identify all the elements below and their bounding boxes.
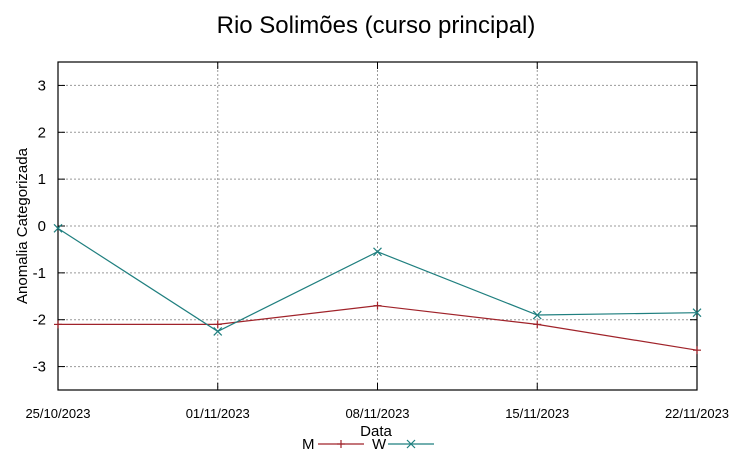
y-axis-ticks: 3 2 1 0 -1 -2 -3 — [33, 77, 697, 376]
x-tick-label: 15/11/2023 — [505, 406, 569, 421]
chart-title: Rio Solimões (curso principal) — [217, 12, 536, 39]
series-W — [53, 223, 702, 336]
y-tick-label: 3 — [38, 77, 46, 94]
legend-swatch-marker — [406, 439, 416, 449]
y-tick-label: 0 — [38, 218, 46, 235]
legend-swatch-marker — [337, 440, 345, 448]
legend-label: M — [302, 436, 315, 453]
y-axis-label: Anomalia Categorizada — [14, 147, 31, 304]
data-point-W — [373, 247, 382, 257]
y-tick-label: 1 — [38, 171, 46, 188]
data-point-M — [693, 346, 701, 355]
x-tick-label: 22/11/2023 — [665, 406, 729, 421]
grid-lines — [58, 62, 697, 390]
data-point-W — [53, 223, 63, 233]
data-point-M — [213, 320, 222, 329]
data-point-M — [533, 320, 542, 329]
x-tick-label: 01/11/2023 — [186, 406, 250, 421]
y-tick-label: -3 — [33, 359, 46, 376]
series-layer — [53, 223, 702, 355]
x-tick-label: 08/11/2023 — [345, 406, 409, 421]
series-M — [54, 301, 701, 355]
x-tick-label: 25/10/2023 — [25, 406, 90, 421]
data-point-W — [213, 327, 223, 336]
x-axis-label: Data — [360, 423, 392, 440]
data-point-W — [532, 310, 542, 320]
legend-label: W — [372, 436, 387, 453]
y-tick-label: 2 — [38, 124, 46, 141]
data-point-W — [692, 308, 702, 318]
x-axis-ticks: 25/10/2023 01/11/2023 08/11/2023 15/11/2023… — [25, 62, 729, 421]
data-point-M — [373, 301, 382, 310]
y-tick-label: -1 — [33, 265, 46, 282]
data-point-M — [54, 320, 62, 329]
y-tick-label: -2 — [33, 312, 46, 329]
